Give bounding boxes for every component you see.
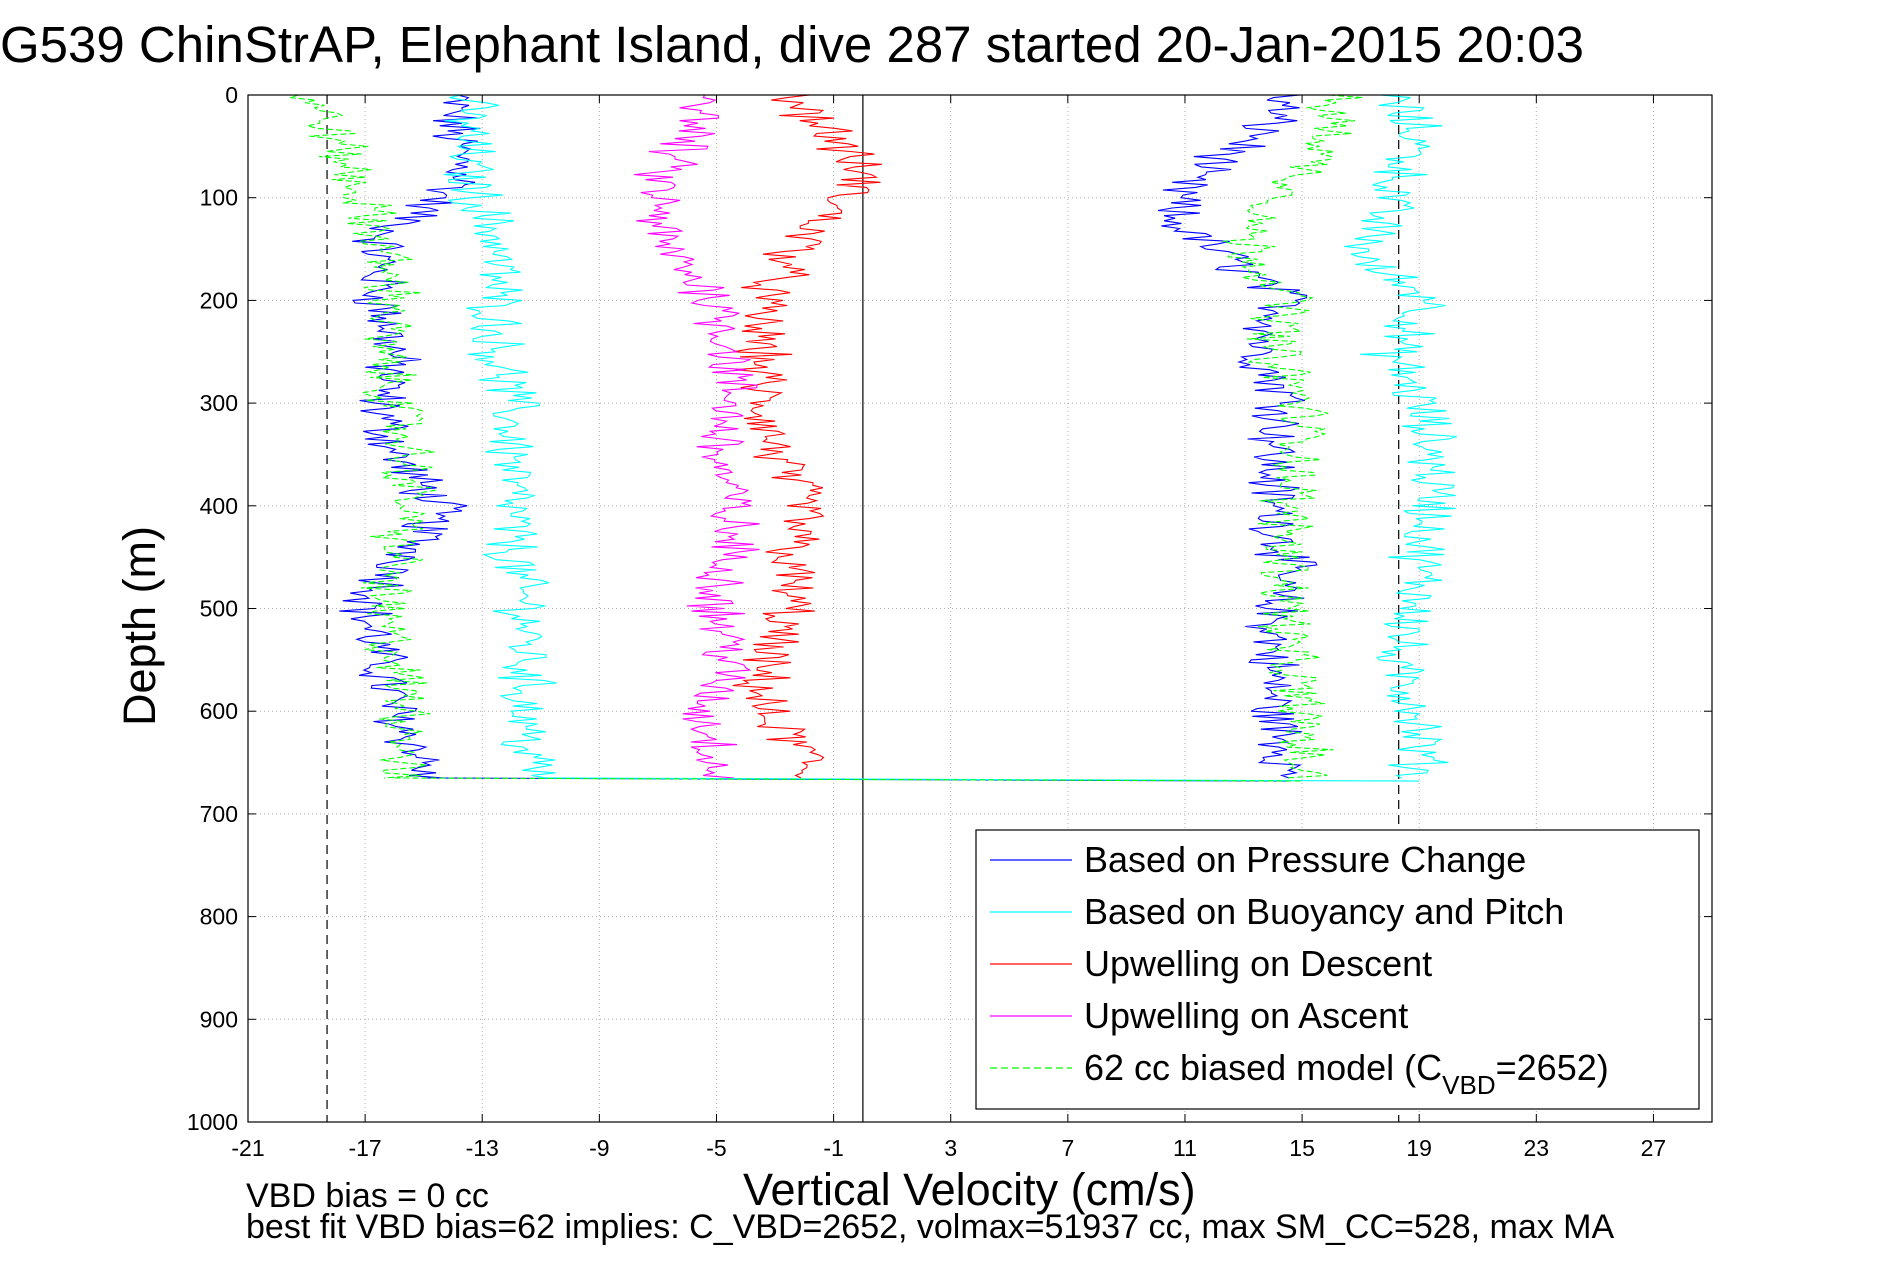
- series-line-based-on-buoyancy-and-pitch-ascent: [1344, 94, 1457, 779]
- x-tick-label: -13: [466, 1135, 499, 1161]
- x-tick-label: 7: [1061, 1135, 1074, 1161]
- y-tick-label: 500: [200, 596, 238, 622]
- y-tick-label: 600: [200, 698, 238, 724]
- annotation-best-fit: best fit VBD bias=62 implies: C_VBD=2652…: [246, 1208, 1615, 1246]
- x-tick-label: 23: [1524, 1135, 1550, 1161]
- y-tick-label: 0: [225, 82, 238, 108]
- y-tick-label: 800: [200, 904, 238, 930]
- y-tick-label: 200: [200, 287, 238, 313]
- legend-box: [975, 829, 1700, 1110]
- y-tick-label: 1000: [187, 1109, 238, 1135]
- x-axis-ticks: -21 -17 -13 -9 -5 -1 3 7 11 15 19 23 27: [231, 95, 1666, 1161]
- legend-label-based-on-buoyancy-and-pitch: Based on Buoyancy and Pitch: [1084, 891, 1564, 932]
- y-tick-label: 400: [200, 493, 238, 519]
- x-tick-label: 19: [1406, 1135, 1432, 1161]
- x-tick-label: -21: [231, 1135, 264, 1161]
- legend-label-upwelling-on-ascent: Upwelling on Ascent: [1084, 995, 1408, 1036]
- x-tick-label: -1: [823, 1135, 843, 1161]
- x-axis-label: Vertical Velocity (cm/s): [743, 1164, 1196, 1215]
- series-line-based-on-pressure-change-descent: [339, 94, 481, 779]
- series-line-62-cc-biased-model-c-vbd-2652-descent: [289, 94, 437, 779]
- y-tick-label: 700: [200, 801, 238, 827]
- x-tick-label: -17: [348, 1135, 381, 1161]
- chart-title: G539 ChinStrAP, Elephant Island, dive 28…: [0, 16, 1584, 73]
- y-tick-label: 300: [200, 390, 238, 416]
- series-line-upwelling-on-descent: [732, 94, 882, 779]
- legend-label-62-cc-biased-model-c-vbd-2652: 62 cc biased model (CVBD=2652): [1084, 1047, 1609, 1100]
- series-line-based-on-buoyancy-and-pitch-descent: [443, 94, 557, 779]
- y-tick-label: 900: [200, 1006, 238, 1032]
- y-axis-ticks: 0 100 200 300 400 500 600 700 800 900 1000: [187, 82, 1712, 1135]
- x-tick-label: -9: [589, 1135, 609, 1161]
- x-tick-label: 15: [1289, 1135, 1315, 1161]
- series-layer: [289, 94, 1457, 782]
- x-tick-label: 27: [1641, 1135, 1667, 1161]
- series-line-62-cc-biased-model-c-vbd-2652-ascent: [1222, 94, 1363, 779]
- y-tick-label: 100: [200, 185, 238, 211]
- x-tick-label: 3: [944, 1135, 957, 1161]
- legend-label-based-on-pressure-change: Based on Pressure Change: [1084, 839, 1526, 880]
- series-line-upwelling-on-ascent: [634, 94, 760, 779]
- annotation-vbd-bias: VBD bias = 0 cc: [246, 1177, 489, 1215]
- series-turnaround-62-cc-biased-model-c-vbd-2652: [394, 777, 1303, 782]
- legend-label-upwelling-on-descent: Upwelling on Descent: [1084, 943, 1432, 984]
- legend: Based on Pressure Change Based on Buoyanc…: [975, 829, 1700, 1110]
- x-tick-label: 11: [1173, 1135, 1197, 1161]
- y-axis-label: Depth (m): [114, 526, 165, 726]
- x-tick-label: -5: [706, 1135, 726, 1161]
